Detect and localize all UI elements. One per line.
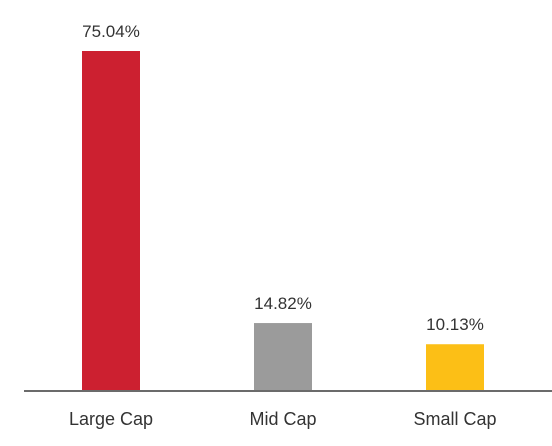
category-label: Small Cap [413,409,496,429]
bar-large-cap [82,51,140,390]
value-labels-group: 75.04% 14.82% 10.13% [82,22,484,334]
bar-small-cap [426,344,484,390]
bar-mid-cap [254,323,312,390]
category-labels-group: Large Cap Mid Cap Small Cap [69,409,497,429]
value-label: 75.04% [82,22,140,41]
bars-group [82,51,484,390]
value-label: 10.13% [426,315,484,334]
value-label: 14.82% [254,294,312,313]
category-label: Large Cap [69,409,153,429]
category-label: Mid Cap [249,409,316,429]
